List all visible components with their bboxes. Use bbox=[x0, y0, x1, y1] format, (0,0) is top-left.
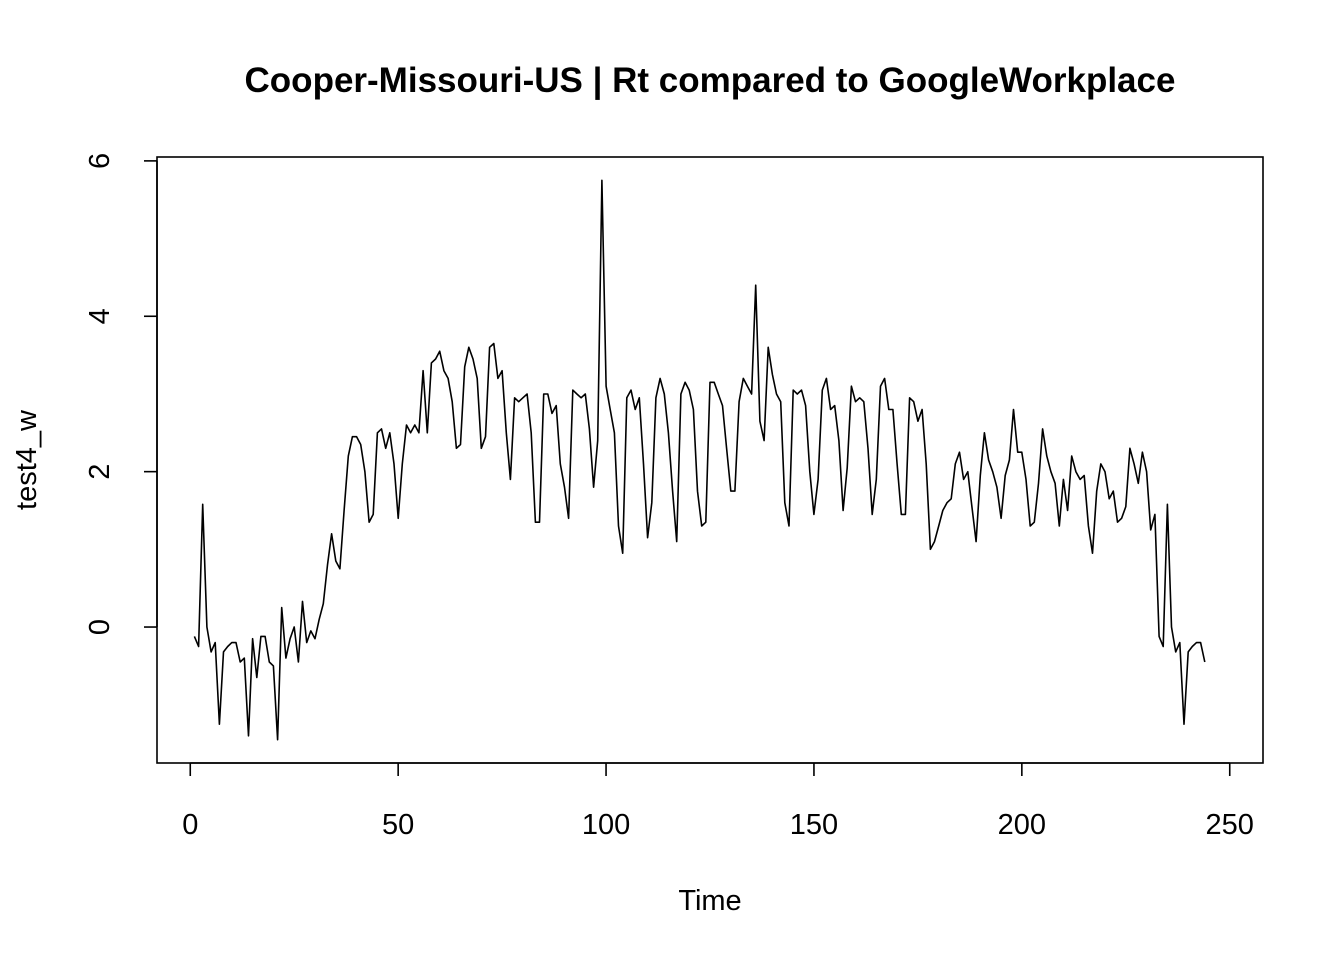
y-tick-label: 6 bbox=[84, 153, 116, 169]
plot-frame bbox=[156, 156, 1264, 764]
x-tick-label: 0 bbox=[182, 809, 198, 841]
y-tick-label: 2 bbox=[84, 464, 116, 480]
chart-title: Cooper-Missouri-US | Rt compared to Goog… bbox=[245, 61, 1176, 100]
y-tick-label: 0 bbox=[84, 619, 116, 635]
y-tick-label: 4 bbox=[84, 308, 116, 324]
x-tick-label: 250 bbox=[1206, 809, 1254, 841]
x-tick-label: 100 bbox=[582, 809, 630, 841]
x-tick-label: 200 bbox=[998, 809, 1046, 841]
x-tick-label: 50 bbox=[382, 809, 414, 841]
series-line bbox=[193, 179, 1206, 741]
y-axis: 0 2 4 6 bbox=[84, 153, 158, 635]
y-axis-label: test4_w bbox=[11, 409, 43, 510]
x-axis-label: Time bbox=[678, 885, 741, 917]
x-axis: 0 50 100 150 200 250 bbox=[182, 762, 1254, 841]
x-tick-label: 150 bbox=[790, 809, 838, 841]
